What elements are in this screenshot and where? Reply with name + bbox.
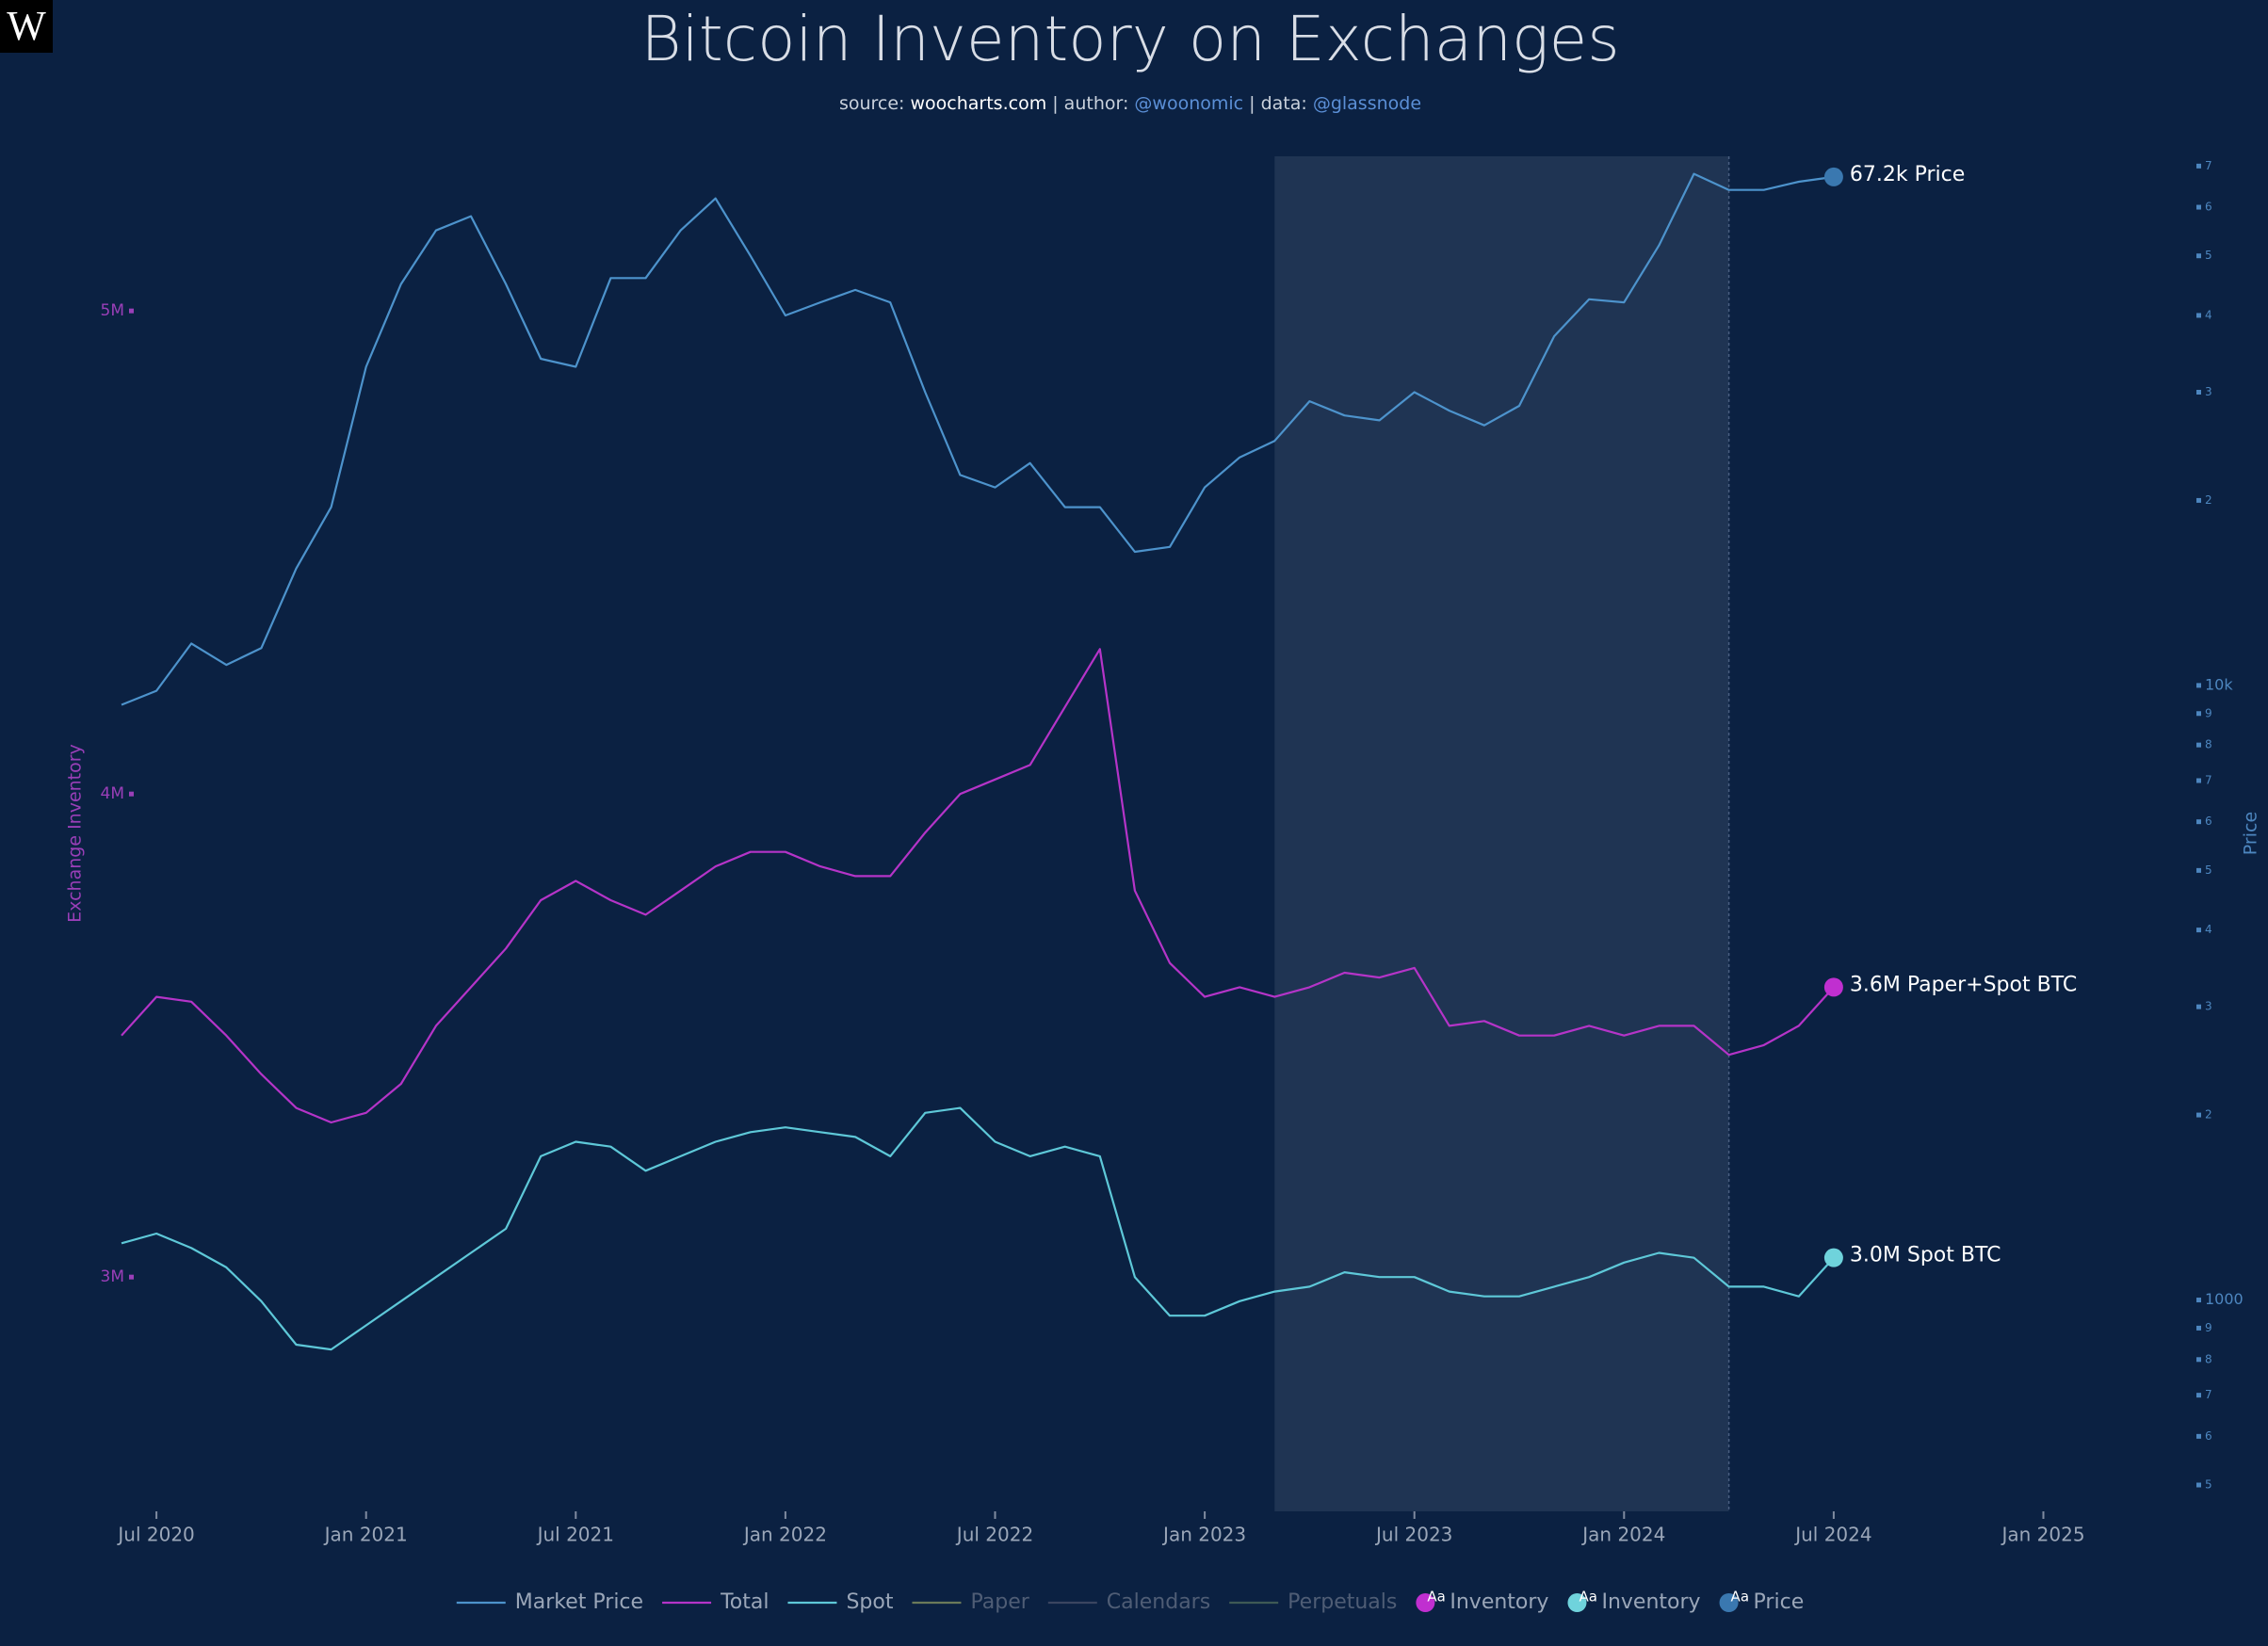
y2-tick-label: 6 bbox=[2205, 1429, 2212, 1443]
x-tick-label: Jan 2024 bbox=[1580, 1524, 1665, 1546]
subtitle-part: | data: bbox=[1243, 93, 1313, 114]
x-tick-label: Jan 2022 bbox=[742, 1524, 827, 1546]
y2-tick-label: 6 bbox=[2205, 815, 2212, 828]
y2-tick-label: 8 bbox=[2205, 1352, 2212, 1365]
x-tick-label: Jan 2025 bbox=[2000, 1524, 2084, 1546]
legend-marker-text: Aa bbox=[1731, 1589, 1749, 1606]
y2-tick bbox=[2196, 928, 2201, 933]
logo-box bbox=[0, 0, 53, 53]
y2-tick-label: 8 bbox=[2205, 738, 2212, 751]
legend-label: Inventory bbox=[1450, 1590, 1548, 1614]
y2-tick-label: 7 bbox=[2205, 773, 2212, 786]
y-tick bbox=[129, 791, 134, 797]
y-tick bbox=[129, 1274, 134, 1280]
y2-tick-label: 4 bbox=[2205, 308, 2212, 321]
legend-marker-text: Aa bbox=[1579, 1589, 1596, 1606]
subtitle-part: woocharts.com bbox=[911, 93, 1047, 114]
legend-label: Price bbox=[1754, 1590, 1805, 1614]
x-tick-label: Jul 2020 bbox=[116, 1524, 194, 1546]
y2-tick-label: 9 bbox=[2205, 706, 2212, 719]
legend-label: Total bbox=[720, 1590, 769, 1614]
y2-tick bbox=[2196, 253, 2201, 259]
y-tick-label: 3M bbox=[101, 1267, 124, 1286]
y2-tick-label: 5 bbox=[2205, 863, 2212, 877]
y-tick bbox=[129, 308, 134, 314]
y2-tick-label: 9 bbox=[2205, 1321, 2212, 1334]
y2-tick-label: 7 bbox=[2205, 1388, 2212, 1401]
logo: W bbox=[7, 3, 46, 49]
y2-tick bbox=[2196, 497, 2201, 503]
y2-tick bbox=[2196, 1433, 2201, 1439]
y2-tick-label: 5 bbox=[2205, 249, 2212, 262]
y2-tick-label: 3 bbox=[2205, 385, 2212, 398]
y-axis-title: Exchange Inventory bbox=[65, 744, 86, 923]
end-label: 67.2k Price bbox=[1850, 163, 1965, 186]
shaded-range bbox=[1274, 156, 1729, 1511]
y2-tick bbox=[2196, 204, 2201, 210]
y2-tick bbox=[2196, 1357, 2201, 1363]
y2-axis-title: Price bbox=[2241, 812, 2261, 855]
end-label: 3.6M Paper+Spot BTC bbox=[1850, 973, 2077, 996]
y2-tick bbox=[2196, 1325, 2201, 1331]
y2-tick bbox=[2196, 819, 2201, 825]
y2-tick-label: 5 bbox=[2205, 1478, 2212, 1492]
y2-tick bbox=[2196, 163, 2201, 169]
end-dot bbox=[1823, 167, 1843, 186]
legend-dot bbox=[1567, 1593, 1587, 1612]
y2-tick bbox=[2196, 683, 2201, 688]
subtitle-part: @woonomic bbox=[1134, 93, 1243, 114]
end-dot bbox=[1823, 977, 1843, 997]
legend: Market Price Total Spot Paper Calendars Perpe… bbox=[456, 1589, 1805, 1614]
legend-label: Calendars bbox=[1107, 1590, 1210, 1614]
x-tick-label: Jul 2023 bbox=[1374, 1524, 1452, 1546]
legend-dot bbox=[1416, 1593, 1435, 1612]
series-line bbox=[121, 1106, 1835, 1351]
y2-tick-label: 1000 bbox=[2205, 1290, 2244, 1308]
legend-marker-text: Aa bbox=[1427, 1589, 1445, 1606]
y2-tick bbox=[2196, 1004, 2201, 1009]
end-dot bbox=[1823, 1248, 1843, 1267]
series-line bbox=[121, 648, 1835, 1124]
legend-label: Spot bbox=[846, 1590, 893, 1614]
y2-tick-label: 10k bbox=[2205, 675, 2233, 693]
y2-tick bbox=[2196, 867, 2201, 873]
y2-tick-label: 7 bbox=[2205, 159, 2212, 172]
y2-tick-label: 2 bbox=[2205, 493, 2212, 507]
y2-tick bbox=[2196, 778, 2201, 783]
y2-tick bbox=[2196, 389, 2201, 395]
legend-label: Paper bbox=[970, 1590, 1029, 1614]
subtitle-part: | author: bbox=[1046, 93, 1134, 114]
end-label: 3.0M Spot BTC bbox=[1850, 1244, 2001, 1267]
y-tick-label: 4M bbox=[101, 784, 124, 803]
y2-tick bbox=[2196, 742, 2201, 748]
legend-label: Market Price bbox=[515, 1590, 643, 1614]
y2-tick bbox=[2196, 1393, 2201, 1398]
subtitle-part: @glassnode bbox=[1313, 93, 1421, 114]
y-tick-label: 5M bbox=[101, 301, 124, 320]
x-tick-label: Jul 2024 bbox=[1793, 1524, 1871, 1546]
y2-tick bbox=[2196, 1298, 2201, 1303]
y2-tick-label: 6 bbox=[2205, 201, 2212, 214]
y2-tick bbox=[2196, 1112, 2201, 1118]
legend-label: Perpetuals bbox=[1288, 1590, 1397, 1614]
chart-title: Bitcoin Inventory on Exchanges bbox=[640, 3, 1619, 75]
y2-tick-label: 4 bbox=[2205, 923, 2212, 936]
x-tick-label: Jan 2021 bbox=[323, 1524, 408, 1546]
legend-dot bbox=[1719, 1593, 1739, 1612]
y2-tick bbox=[2196, 313, 2201, 318]
subtitle: source: woocharts.com | author: @woonomi… bbox=[839, 93, 1421, 114]
series-line bbox=[121, 172, 1835, 706]
legend-label: Inventory bbox=[1601, 1590, 1700, 1614]
y2-tick bbox=[2196, 1482, 2201, 1488]
y2-tick-label: 2 bbox=[2205, 1108, 2212, 1122]
y2-tick-label: 3 bbox=[2205, 1000, 2212, 1013]
subtitle-part: source: bbox=[839, 93, 911, 114]
x-tick-label: Jul 2022 bbox=[955, 1524, 1033, 1546]
x-tick-label: Jul 2021 bbox=[536, 1524, 614, 1546]
x-tick-label: Jan 2023 bbox=[1161, 1524, 1246, 1546]
y2-tick bbox=[2196, 711, 2201, 717]
